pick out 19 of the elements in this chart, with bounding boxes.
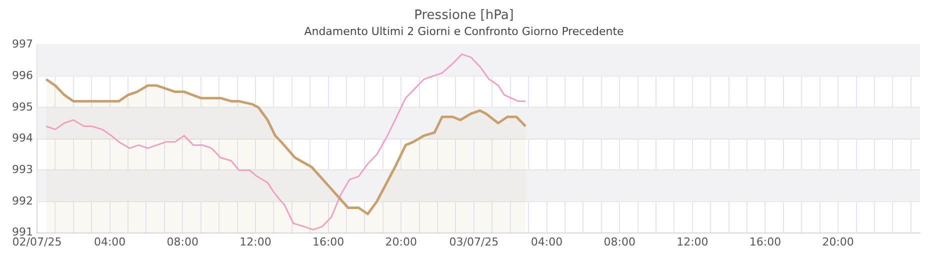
x-tick-label: 20:00 [822, 235, 854, 248]
x-tick-label: 16:00 [749, 235, 782, 248]
y-tick-label: 992 [12, 194, 33, 208]
x-tick-label: 04:00 [94, 235, 126, 248]
x-tick-label: 08:00 [604, 235, 636, 248]
chart-subtitle: Andamento Ultimi 2 Giorni e Confronto Giorno Precedente [304, 25, 624, 38]
y-tick-label: 995 [12, 100, 33, 114]
x-tick-label: 04:00 [530, 235, 563, 248]
x-tick-label: 08:00 [166, 235, 198, 248]
y-tick-label: 993 [12, 162, 33, 176]
y-tick-label: 996 [12, 68, 33, 82]
x-tick-label: 20:00 [385, 235, 417, 248]
x-tick-label: 12:00 [240, 235, 272, 248]
chart-title: Pressione [hPa] [414, 8, 514, 24]
x-tick-label: 16:00 [312, 235, 344, 248]
y-tick-label: 997 [12, 38, 33, 51]
x-tick-label: 03/07/25 [449, 235, 499, 248]
x-tick-label: 12:00 [676, 235, 708, 248]
y-tick-label: 994 [12, 132, 33, 145]
